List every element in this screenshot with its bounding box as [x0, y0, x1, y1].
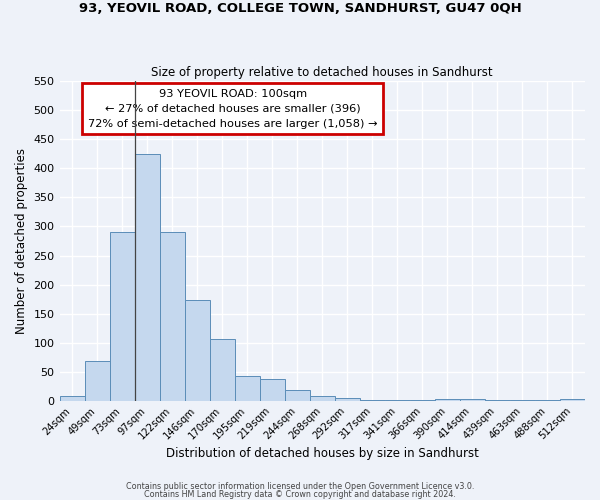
- Bar: [485, 400, 510, 401]
- Text: Contains public sector information licensed under the Open Government Licence v3: Contains public sector information licen…: [126, 482, 474, 491]
- Y-axis label: Number of detached properties: Number of detached properties: [15, 148, 28, 334]
- Bar: [385, 400, 410, 401]
- Bar: [235, 376, 260, 401]
- Bar: [285, 390, 310, 401]
- Bar: [160, 232, 185, 401]
- Bar: [435, 398, 460, 401]
- Bar: [510, 400, 535, 401]
- Bar: [209, 340, 235, 401]
- Bar: [260, 379, 285, 401]
- Bar: [410, 400, 435, 401]
- Bar: [535, 400, 560, 401]
- Bar: [310, 396, 335, 401]
- Text: 93, YEOVIL ROAD, COLLEGE TOWN, SANDHURST, GU47 0QH: 93, YEOVIL ROAD, COLLEGE TOWN, SANDHURST…: [79, 2, 521, 16]
- X-axis label: Distribution of detached houses by size in Sandhurst: Distribution of detached houses by size …: [166, 447, 479, 460]
- Bar: [460, 398, 485, 401]
- Bar: [59, 396, 85, 401]
- Bar: [134, 154, 160, 401]
- Text: 93 YEOVIL ROAD: 100sqm
← 27% of detached houses are smaller (396)
72% of semi-de: 93 YEOVIL ROAD: 100sqm ← 27% of detached…: [88, 89, 377, 128]
- Text: Contains HM Land Registry data © Crown copyright and database right 2024.: Contains HM Land Registry data © Crown c…: [144, 490, 456, 499]
- Bar: [85, 361, 110, 401]
- Bar: [110, 232, 134, 401]
- Bar: [335, 398, 360, 401]
- Title: Size of property relative to detached houses in Sandhurst: Size of property relative to detached ho…: [151, 66, 493, 78]
- Bar: [360, 400, 385, 401]
- Bar: [185, 300, 209, 401]
- Bar: [560, 399, 585, 401]
